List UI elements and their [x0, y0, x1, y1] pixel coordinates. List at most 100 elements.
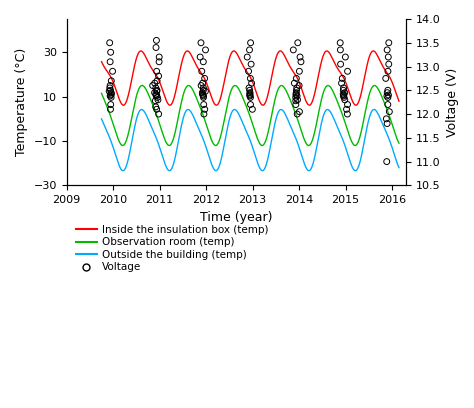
Point: [385, 61, 392, 67]
Point: [107, 101, 115, 108]
Point: [296, 54, 304, 60]
Point: [109, 68, 117, 75]
Point: [106, 84, 114, 91]
Point: [248, 106, 256, 113]
Point: [197, 40, 205, 46]
Point: [343, 106, 350, 113]
Point: [246, 91, 254, 98]
Point: [341, 89, 348, 96]
Point: [152, 104, 160, 110]
X-axis label: Time (year): Time (year): [200, 211, 273, 224]
Point: [108, 91, 115, 98]
Point: [151, 80, 158, 86]
Point: [200, 111, 208, 118]
Point: [200, 93, 207, 99]
Point: [292, 101, 300, 108]
Point: [200, 84, 207, 91]
Point: [244, 54, 251, 60]
Point: [107, 87, 114, 93]
Point: [293, 111, 301, 118]
Point: [296, 68, 303, 75]
Point: [344, 111, 351, 118]
Point: [297, 58, 305, 65]
Point: [292, 94, 300, 101]
Point: [198, 68, 206, 75]
Point: [245, 68, 252, 75]
Point: [293, 93, 301, 99]
Point: [153, 78, 161, 84]
Point: [149, 82, 156, 89]
Point: [384, 101, 392, 108]
Point: [385, 92, 392, 98]
Point: [108, 89, 115, 96]
Point: [383, 158, 391, 165]
Point: [152, 84, 160, 91]
Point: [383, 47, 391, 53]
Point: [293, 84, 301, 91]
Point: [151, 89, 158, 96]
Point: [246, 92, 254, 98]
Point: [199, 91, 206, 98]
Point: [201, 106, 209, 113]
Point: [292, 91, 300, 98]
Point: [340, 93, 347, 99]
Y-axis label: Temperature (°C): Temperature (°C): [15, 48, 28, 156]
Point: [292, 89, 300, 96]
Point: [106, 82, 114, 89]
Point: [153, 87, 161, 93]
Point: [201, 75, 209, 82]
Point: [382, 75, 390, 82]
Point: [200, 94, 207, 101]
Point: [292, 87, 300, 93]
Point: [247, 40, 255, 46]
Point: [153, 37, 160, 44]
Point: [342, 54, 349, 60]
Point: [106, 40, 113, 46]
Point: [292, 75, 300, 82]
Point: [339, 91, 347, 98]
Point: [294, 97, 301, 103]
Point: [338, 80, 346, 86]
Point: [199, 92, 207, 98]
Point: [108, 78, 115, 84]
Point: [337, 47, 344, 53]
Point: [199, 89, 206, 96]
Point: [106, 93, 114, 99]
Point: [340, 84, 347, 91]
Point: [294, 40, 301, 46]
Point: [383, 93, 391, 99]
Point: [153, 68, 160, 75]
Point: [202, 47, 210, 53]
Point: [152, 98, 159, 104]
Point: [196, 54, 204, 60]
Point: [384, 87, 392, 93]
Point: [246, 87, 254, 93]
Point: [292, 98, 300, 104]
Point: [155, 58, 163, 65]
Point: [154, 97, 162, 103]
Point: [201, 88, 209, 95]
Point: [344, 101, 351, 108]
Point: [292, 92, 300, 98]
Point: [246, 47, 253, 53]
Point: [154, 94, 161, 101]
Point: [339, 87, 347, 93]
Point: [344, 68, 351, 75]
Point: [200, 87, 207, 93]
Point: [338, 75, 346, 82]
Point: [197, 82, 205, 89]
Point: [153, 92, 160, 98]
Point: [341, 97, 348, 103]
Point: [383, 89, 391, 96]
Point: [246, 93, 254, 99]
Point: [295, 82, 303, 89]
Point: [246, 75, 254, 82]
Point: [246, 89, 254, 96]
Point: [105, 88, 113, 95]
Point: [107, 94, 115, 101]
Point: [106, 58, 114, 65]
Point: [200, 101, 208, 108]
Point: [153, 93, 160, 99]
Point: [107, 92, 114, 98]
Point: [155, 111, 163, 118]
